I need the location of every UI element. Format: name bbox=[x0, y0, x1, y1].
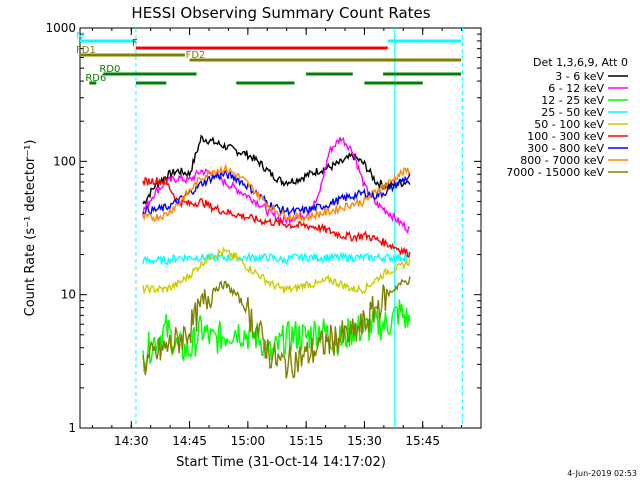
y-tick-label: 1 bbox=[68, 421, 76, 435]
flag-label: RD0 bbox=[99, 64, 120, 75]
legend-label: 100 - 300 keV bbox=[527, 130, 604, 143]
legend-label: 7000 - 15000 keV bbox=[506, 166, 604, 179]
legend-label: 25 - 50 keV bbox=[541, 106, 604, 119]
series-line bbox=[142, 251, 411, 266]
y-tick-label: 1000 bbox=[45, 21, 76, 35]
x-tick-label: 15:15 bbox=[289, 434, 324, 448]
y-tick-label: 100 bbox=[53, 154, 76, 168]
legend-label: 300 - 800 keV bbox=[527, 142, 604, 155]
legend-header: Det 1,3,6,9, Att 0 bbox=[533, 56, 628, 69]
flag-label: FD1 bbox=[76, 45, 96, 56]
flag-label: F bbox=[132, 38, 138, 49]
series-line bbox=[142, 162, 411, 224]
x-tick-label: 14:45 bbox=[172, 434, 207, 448]
series-line bbox=[142, 176, 411, 259]
plot-layer: 1 10 100 1000 14:30 14:45 15:00 15:15 15:30 15:45… bbox=[45, 21, 482, 448]
series-line bbox=[142, 246, 411, 295]
flag-label: N bbox=[76, 31, 83, 42]
flag-label: FD2 bbox=[186, 50, 206, 61]
y-tick-label: 10 bbox=[61, 288, 76, 302]
legend-label: 800 - 7000 keV bbox=[520, 154, 604, 167]
x-tick-label: 14:30 bbox=[114, 434, 149, 448]
legend-label: 6 - 12 keV bbox=[548, 82, 604, 95]
flag-label: RD6 bbox=[85, 73, 106, 84]
y-axis-label: Count Rate (s⁻¹ detector⁻¹) bbox=[23, 140, 38, 317]
legend-label: 12 - 25 keV bbox=[541, 94, 604, 107]
x-axis-label: Start Time (31-Oct-14 14:17:02) bbox=[176, 455, 386, 470]
series-line bbox=[142, 276, 411, 379]
x-tick-label: 15:30 bbox=[347, 434, 382, 448]
legend-label: 3 - 6 keV bbox=[555, 70, 604, 83]
legend-label: 50 - 100 keV bbox=[534, 118, 604, 131]
chart-title: HESSI Observing Summary Count Rates bbox=[131, 4, 430, 22]
x-tick-label: 15:00 bbox=[231, 434, 266, 448]
date-stamp: 4-Jun-2019 02:53 bbox=[567, 469, 637, 478]
x-tick-label: 15:45 bbox=[405, 434, 440, 448]
plot-frame bbox=[79, 27, 482, 429]
